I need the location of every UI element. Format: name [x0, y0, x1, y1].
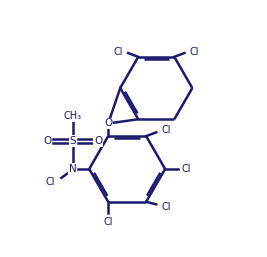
- Text: O: O: [104, 118, 112, 128]
- Text: O: O: [94, 136, 102, 146]
- Text: Cl: Cl: [46, 177, 55, 187]
- Text: S: S: [69, 136, 76, 146]
- Text: Cl: Cl: [161, 202, 171, 212]
- Text: O: O: [43, 136, 52, 146]
- Text: Cl: Cl: [103, 217, 113, 227]
- Text: Cl: Cl: [113, 47, 123, 57]
- Text: Cl: Cl: [182, 164, 191, 174]
- Text: Cl: Cl: [161, 125, 171, 135]
- Text: Cl: Cl: [190, 47, 199, 57]
- Text: N: N: [69, 164, 77, 174]
- Text: CH₃: CH₃: [64, 111, 82, 121]
